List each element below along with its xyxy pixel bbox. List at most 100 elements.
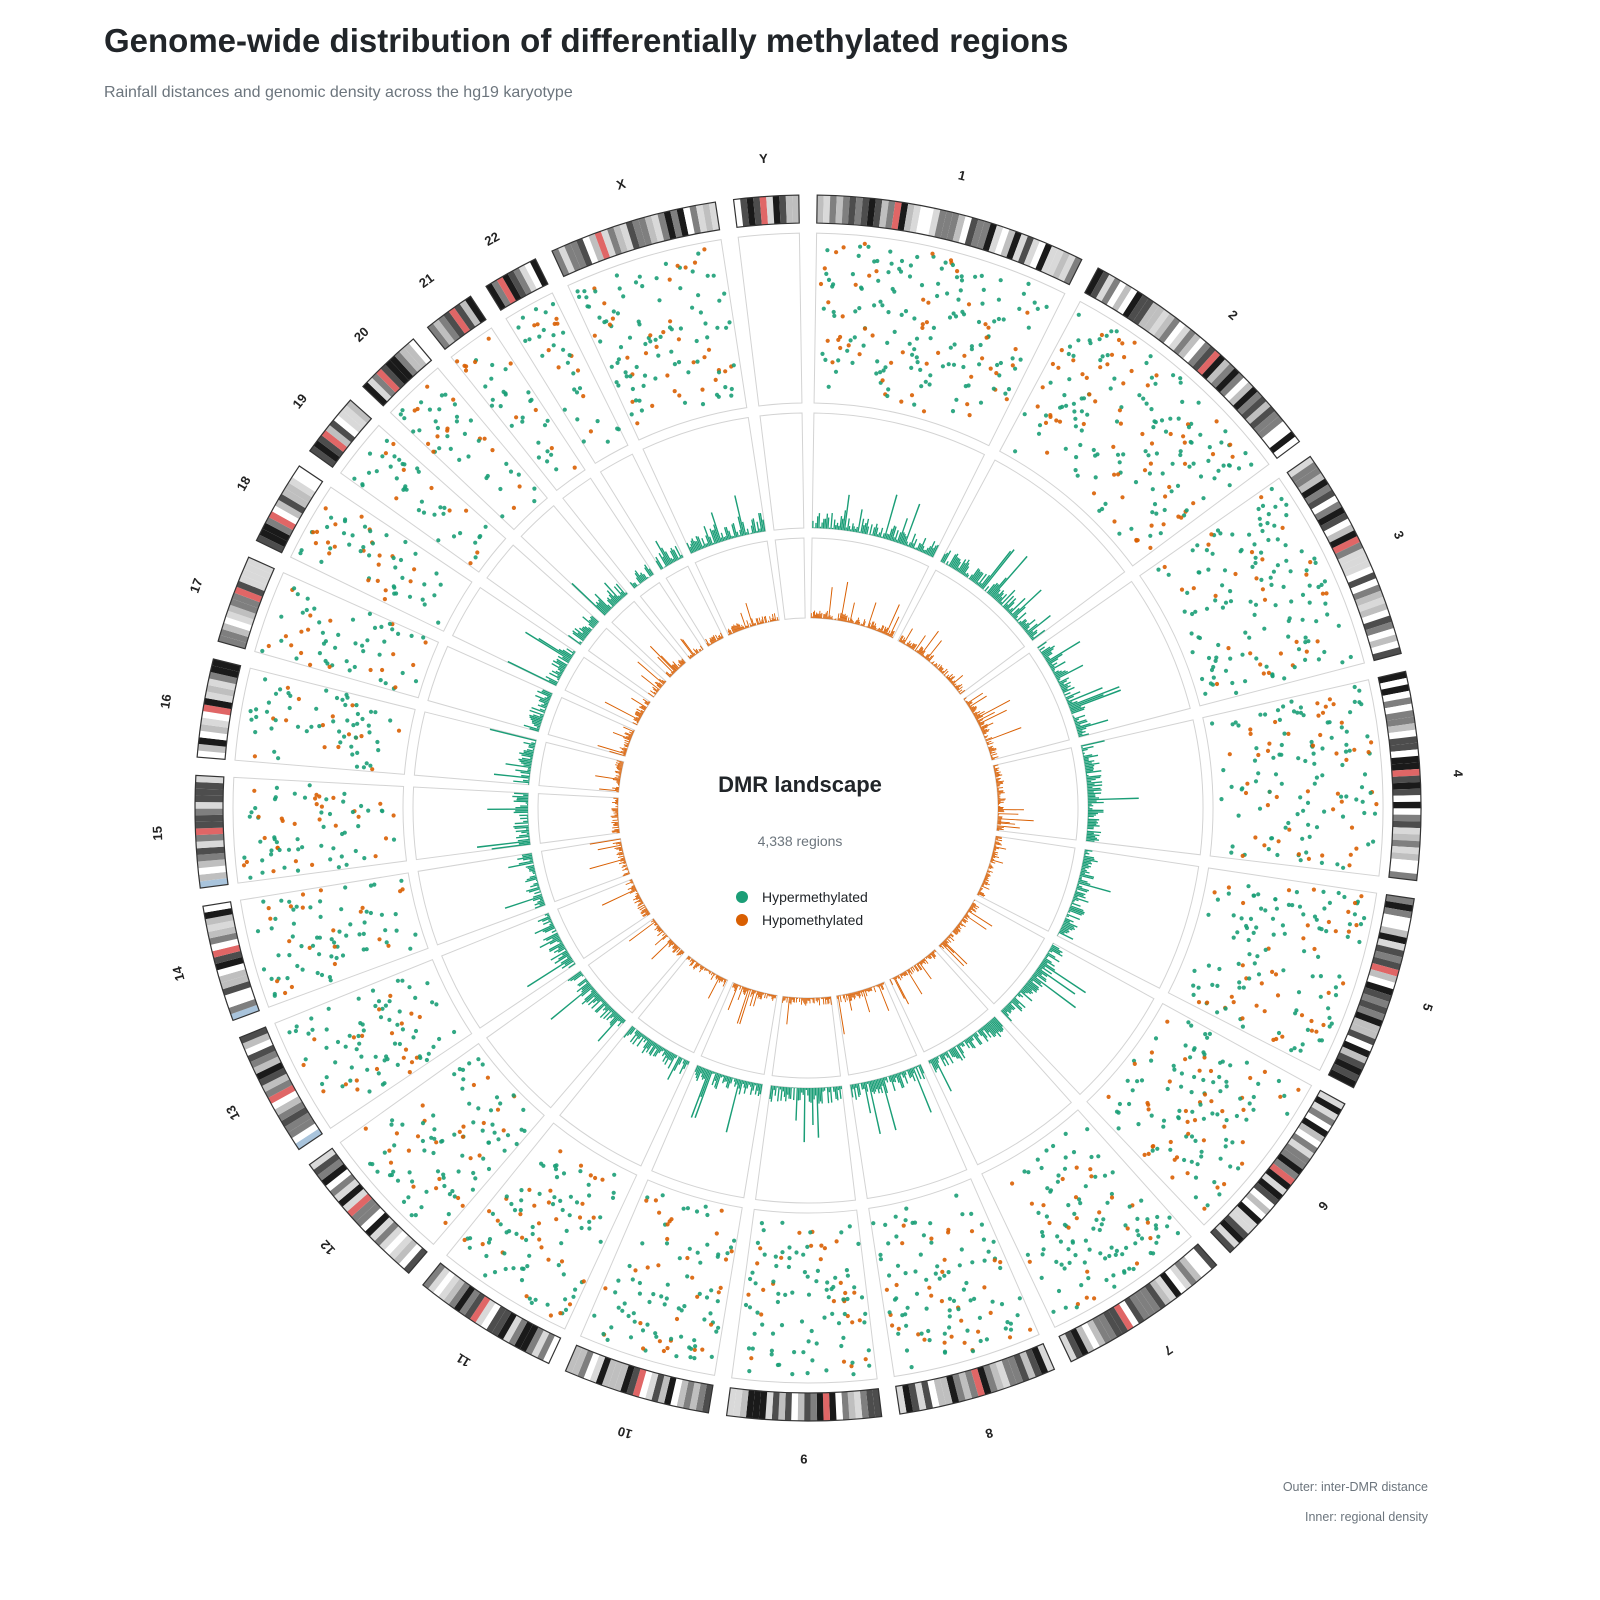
hypo-bar (881, 982, 884, 985)
hypo-bar (971, 904, 976, 908)
hypo-bar (956, 925, 962, 930)
rainfall-point (324, 1027, 329, 1032)
rainfall-point (400, 887, 405, 892)
hyper-bar (537, 690, 552, 698)
rainfall-point (1259, 495, 1264, 500)
hyper-bar (528, 888, 541, 893)
rainfall-point (747, 1369, 752, 1374)
hyper-bar (984, 1024, 996, 1038)
rainfall-point (1067, 1260, 1072, 1265)
hyper-bar (517, 856, 533, 860)
hypo-bar (968, 695, 987, 708)
hyper-bar (528, 867, 535, 871)
rainfall-point (554, 1163, 559, 1168)
hypo-bar (810, 613, 812, 619)
hypo-bar (997, 807, 1004, 808)
band-chr5 (1331, 1063, 1360, 1082)
hypo-bar (723, 978, 725, 981)
rainfall-point (1077, 1197, 1082, 1202)
rainfall-point (629, 412, 634, 417)
rainfall-point (388, 1160, 394, 1165)
rainfall-point (770, 1331, 776, 1336)
rainfall-point (431, 1044, 436, 1049)
rainfall-point (473, 555, 478, 560)
rainfall-point (1206, 542, 1211, 547)
rainfall-point (1176, 1116, 1181, 1121)
hypo-bar (654, 694, 656, 696)
rainfall-point (1244, 1117, 1249, 1122)
band-chr12 (342, 1188, 368, 1212)
band-chr4 (1390, 852, 1420, 861)
band-chr12 (355, 1202, 381, 1227)
hyper-bar (1055, 670, 1069, 679)
hypo-bar (612, 787, 620, 790)
rainfall-point (1017, 1296, 1022, 1301)
hypo-bar (616, 847, 623, 850)
rainfall-point (1165, 1086, 1170, 1092)
band-chr7 (1129, 1293, 1151, 1321)
rainfall-point (1168, 1147, 1173, 1152)
rainfall-point (272, 835, 277, 840)
rainfall-point (1062, 1266, 1067, 1271)
hypo-bar (610, 815, 619, 817)
rainfall-point (714, 1329, 719, 1334)
band-chr15 (195, 788, 224, 796)
rainfall-point (603, 1286, 608, 1291)
rainfall-point (276, 953, 281, 958)
hyper-bar (1002, 595, 1015, 608)
hyper-density-chr17 (427, 645, 554, 733)
rainfall-point (970, 1349, 976, 1354)
hypo-bar (644, 702, 649, 706)
rainfall-point (935, 1264, 940, 1269)
rainfall-point (1346, 909, 1351, 915)
hypo-bar (734, 984, 738, 992)
rainfall-point (443, 1220, 448, 1225)
hyper-density-chr15 (412, 786, 531, 861)
hypo-bar (614, 777, 621, 779)
band-chr3 (1345, 565, 1374, 583)
hyper-panel-chr4 (1080, 719, 1204, 856)
rainfall-point (481, 1156, 486, 1161)
hypo-bar (971, 903, 980, 909)
hypo-bar (910, 967, 914, 973)
band-chr5 (1364, 981, 1394, 996)
hyper-bar (961, 562, 970, 575)
band-chr7 (1139, 1286, 1161, 1314)
rainfall-point (366, 470, 372, 475)
hyper-bar (941, 1053, 950, 1066)
hyper-bar (658, 1046, 663, 1054)
rainfall-point (676, 360, 682, 365)
hyper-bar (1063, 692, 1065, 695)
hypo-bar (865, 626, 867, 628)
hypo-bar (843, 994, 847, 1003)
hypo-bar (965, 701, 969, 704)
rainfall-point (1172, 1067, 1177, 1072)
rainfall-point (687, 1345, 692, 1350)
hypo-bar (617, 783, 620, 786)
hypo-bar (636, 708, 644, 714)
hypo-bar (658, 682, 663, 687)
band-chr8 (976, 1366, 992, 1395)
rainfall-point (553, 1167, 559, 1172)
rainfall-point (1299, 549, 1304, 554)
rainfall-point (982, 1258, 987, 1263)
rainfall-point (483, 384, 488, 389)
hyper-bar (533, 724, 541, 728)
rainfall-point (918, 367, 923, 372)
hypo-bar (749, 990, 756, 1007)
rainfall-point (1072, 409, 1077, 414)
hyper-bar (799, 1087, 801, 1101)
rainfall-point (643, 351, 649, 356)
rainfall-point (1247, 976, 1252, 981)
ideogram-outline-chr10 (564, 1344, 714, 1414)
rainfall-point (1186, 1131, 1191, 1136)
ideogram-outline-chrX (551, 201, 721, 278)
rainfall-point (541, 327, 546, 333)
hypo-bar (993, 846, 1007, 850)
hypo-bar (941, 670, 945, 674)
rainfall-point (1071, 401, 1076, 406)
rainfall-point (457, 1067, 462, 1072)
rainfall-point (903, 309, 909, 314)
hyper-bar (943, 550, 952, 564)
